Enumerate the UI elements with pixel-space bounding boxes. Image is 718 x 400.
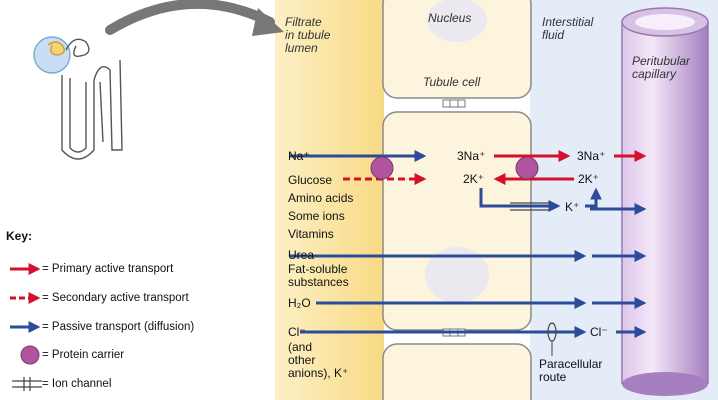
paracellular-label: Paracellular route bbox=[539, 357, 603, 384]
pointer-arrowhead bbox=[252, 8, 284, 36]
tubule-cells bbox=[382, 0, 532, 400]
protein-carrier bbox=[515, 156, 539, 180]
key-channel-symbol bbox=[12, 377, 42, 391]
cl-out-label: Cl⁻ bbox=[590, 325, 608, 339]
capillary-label: Peritubular capillary bbox=[632, 54, 691, 81]
key-carrier-dot bbox=[20, 345, 40, 365]
ion-channel bbox=[510, 202, 550, 211]
some-ions-label: Some ions bbox=[288, 209, 345, 223]
amino-acids-label: Amino acids bbox=[288, 191, 354, 205]
fat-soluble-label: Fat-soluble substances bbox=[288, 262, 349, 289]
na-pump-out-label: 3Na⁺ bbox=[577, 149, 606, 163]
nucleus-lower bbox=[425, 247, 489, 303]
key-primary-label: = Primary active transport bbox=[42, 263, 174, 275]
nucleus-label: Nucleus bbox=[428, 11, 472, 25]
key-passive-label: = Passive transport (diffusion) bbox=[42, 321, 195, 333]
filtrate-label: Filtrate in tubule lumen bbox=[285, 15, 331, 55]
cl-label: Cl⁻ bbox=[288, 325, 306, 339]
pointer-arrow bbox=[105, 0, 275, 35]
interstitial-label: Interstitial fluid bbox=[542, 15, 594, 42]
h2o-label: H₂O bbox=[288, 296, 311, 310]
glucose-label: Glucose bbox=[288, 173, 333, 187]
na-label: Na⁺ bbox=[288, 149, 310, 163]
key-title: Key: bbox=[6, 229, 33, 243]
k-pump-in-label: 2K⁺ bbox=[463, 172, 485, 186]
na-pump-in-label: 3Na⁺ bbox=[457, 149, 486, 163]
vitamins-label: Vitamins bbox=[288, 227, 334, 241]
nephron-thumbnail bbox=[33, 36, 123, 160]
anions-label: (and other anions), K⁺ bbox=[288, 340, 349, 380]
key-channel-label: = Ion channel bbox=[42, 378, 112, 390]
urea-label: Urea bbox=[288, 248, 315, 262]
key-secondary-label: = Secondary active transport bbox=[42, 292, 189, 304]
arrow-k-return bbox=[585, 187, 602, 208]
tubule-cell-label: Tubule cell bbox=[423, 75, 481, 89]
arrow-k-channel bbox=[479, 188, 561, 212]
key-carrier-label: = Protein carrier bbox=[42, 349, 125, 361]
protein-carrier bbox=[370, 156, 394, 180]
nucleus-shape bbox=[427, 0, 487, 42]
k-channel-label: K⁺ bbox=[565, 200, 580, 214]
k-pump-out-label: 2K⁺ bbox=[578, 172, 600, 186]
